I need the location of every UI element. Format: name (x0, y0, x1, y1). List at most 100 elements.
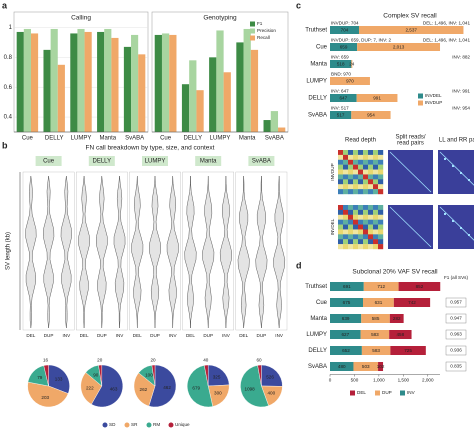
value-label: 970 (346, 79, 354, 84)
heatmap-bg (438, 150, 474, 194)
bar-segment (389, 314, 404, 323)
heatmap-cell (378, 169, 384, 175)
heatmap-cell (378, 239, 384, 245)
violin (273, 175, 286, 329)
y-tick-label: 1 (9, 25, 13, 31)
heatmap-cell (363, 154, 369, 160)
heatmap-bg (438, 205, 474, 249)
heatmap-cell (358, 184, 364, 190)
bar-segment (358, 26, 464, 34)
annotation: INV: 991 (452, 88, 470, 93)
heatmap-spot (444, 158, 446, 160)
heatmap-cell (373, 214, 379, 220)
heatmap-cell (363, 209, 369, 215)
x-tick-label: INV (62, 333, 71, 338)
legend-label: INV (407, 390, 416, 395)
heatmap-cell (368, 150, 374, 156)
f1-box (445, 329, 467, 340)
heatmap-cell (358, 169, 364, 175)
heatmap-cell (338, 174, 344, 180)
bar (154, 34, 162, 132)
heatmap-cell (358, 179, 364, 185)
f1-value: 0.957 (450, 300, 462, 305)
annotation: INVDUP: 659, DUP: 7, INV: 2 (331, 37, 392, 42)
violin (113, 175, 126, 329)
heatmap-cell (373, 209, 379, 215)
slice-label: 203 (41, 395, 49, 400)
heatmap-cell (373, 189, 379, 195)
bar (169, 34, 177, 132)
heatmap-cell (348, 189, 354, 195)
heatmap-cell (378, 179, 384, 185)
bar (57, 64, 65, 132)
slice-label: 679 (192, 386, 200, 391)
x-tick-label: LUMPY (71, 136, 92, 142)
heatmap-cell (363, 205, 369, 211)
heatmap-cell (348, 219, 354, 225)
heatmap-cell (338, 179, 344, 185)
heatmap-cell (353, 164, 359, 170)
heatmap-cell (343, 159, 349, 165)
legend-label: DUP (382, 390, 392, 395)
pie-slice (133, 372, 156, 407)
annotation: INVDUP: 704 (331, 20, 359, 25)
heatmap-cell (368, 154, 374, 160)
heatmap-cell (348, 184, 354, 190)
annotation: INV: 882 (452, 54, 470, 59)
heatmap-cell (368, 205, 374, 211)
slice-label: 462 (163, 385, 171, 390)
x-tick-label: 2,000 (422, 378, 434, 383)
value-label: 518 (337, 62, 345, 67)
heatmap-cell (343, 164, 349, 170)
heatmap-cell (353, 229, 359, 235)
heatmap-cell (373, 174, 379, 180)
heatmap-cell (363, 159, 369, 165)
heatmap-cell (343, 214, 349, 220)
slice-label: 20 (151, 357, 157, 362)
heatmap-cell (343, 239, 349, 245)
heatmap-cell (373, 159, 379, 165)
value-label: 991 (373, 96, 381, 101)
heatmap-cell (338, 229, 344, 235)
value-label: 659 (340, 45, 348, 50)
row-header: INVDEL (330, 218, 335, 235)
heatmap-cell (358, 214, 364, 220)
y-tick-label: LUMPY (306, 332, 327, 338)
x-tick-label: Cue (160, 136, 172, 142)
heatmap-cell (363, 214, 369, 220)
slice-label: 100 (145, 373, 153, 378)
x-tick-label: DELLY (45, 136, 64, 142)
bar-segment (351, 111, 391, 119)
pie-slice (187, 365, 214, 408)
heatmap-cell (338, 219, 344, 225)
heatmap-cell (353, 234, 359, 240)
heatmap-cell (353, 159, 359, 165)
y-tick-label: LUMPY (306, 79, 327, 85)
bar-segment (357, 43, 441, 51)
column-header: Read depth (345, 138, 376, 144)
slice-label: 325 (213, 374, 221, 379)
heatmap-cell (378, 184, 384, 190)
heatmap-cell (368, 164, 374, 170)
slice-label: 400 (267, 390, 275, 395)
value-label: 652 (342, 348, 350, 353)
value-label: 458 (397, 332, 405, 337)
heatmap-cell (348, 214, 354, 220)
heatmap-cell (338, 224, 344, 230)
x-tick-label: DELLY (184, 136, 203, 142)
pie-slice (98, 364, 102, 387)
heatmap-cell (368, 179, 374, 185)
heatmap-cell (363, 229, 369, 235)
x-tick-label: 1,500 (398, 378, 410, 383)
annotation: INV: 659 (331, 54, 349, 59)
bar (189, 60, 197, 132)
heatmap-cell (373, 234, 379, 240)
x-tick-label: 1,000 (373, 378, 385, 383)
x-tick-label: 500 (351, 378, 359, 383)
heatmap-cell (373, 205, 379, 211)
x-tick-label: DEL (80, 333, 89, 338)
heatmap-cell (353, 239, 359, 245)
heatmap-cell (353, 174, 359, 180)
bar-segment (330, 282, 364, 291)
facet-frame (235, 171, 288, 331)
